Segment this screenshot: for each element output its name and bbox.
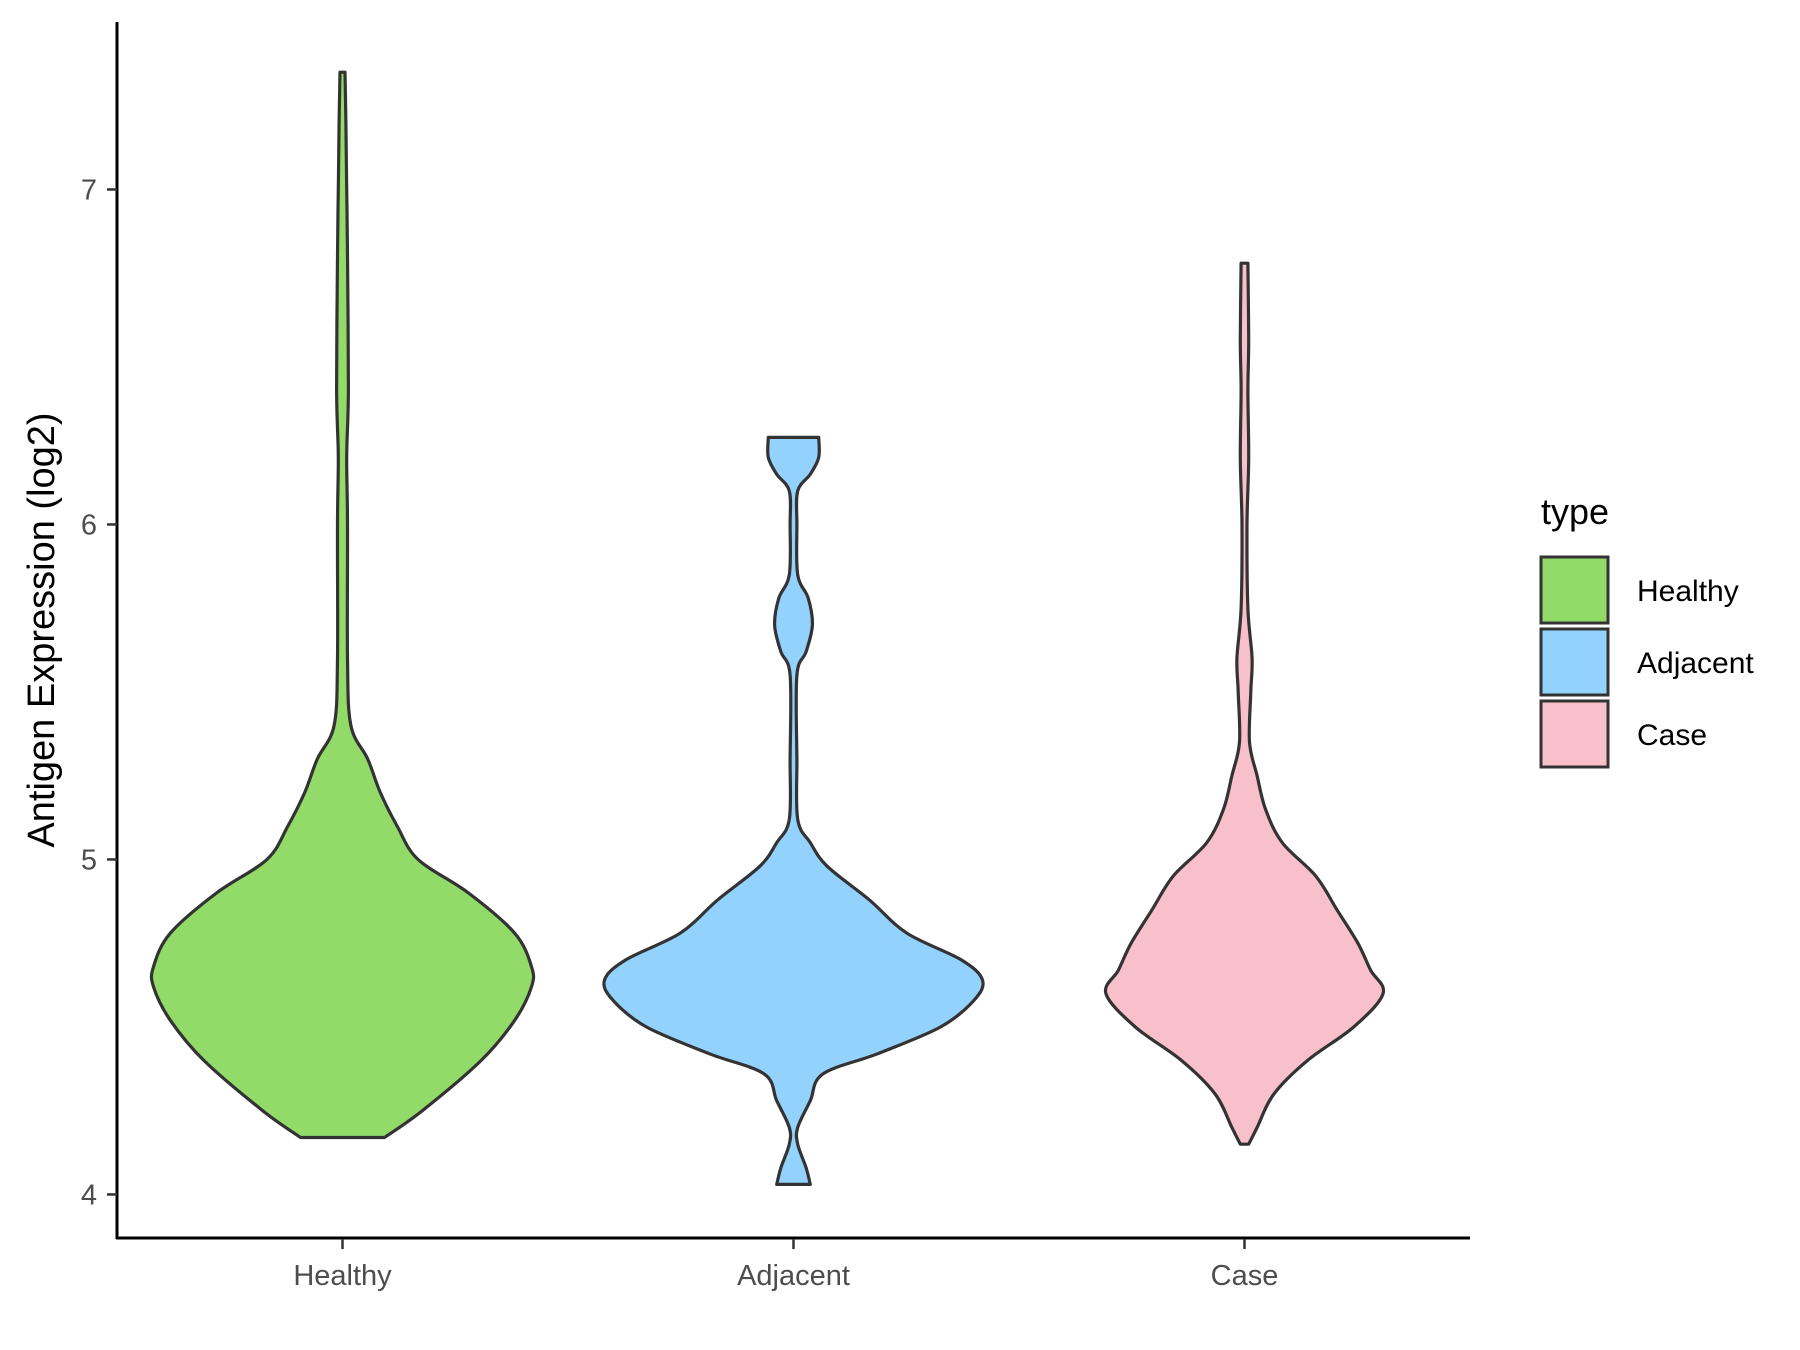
legend-label-case: Case (1637, 719, 1707, 752)
y-ticks: 4 5 6 7 (81, 174, 117, 1211)
legend: type Healthy Adjacent Case (1539, 491, 1754, 769)
legend-label-adjacent: Adjacent (1637, 647, 1754, 680)
x-ticks: Healthy Adjacent Case (293, 1239, 1278, 1292)
legend-title: type (1541, 491, 1609, 532)
violins (149, 70, 1386, 1186)
legend-swatch-case (1539, 699, 1610, 769)
x-tick-label: Case (1211, 1260, 1279, 1292)
y-axis-title: Antigen Expression (log2) (21, 412, 63, 847)
violin-healthy (149, 70, 536, 1140)
y-tick-label: 5 (81, 844, 97, 876)
legend-swatch-healthy (1539, 555, 1610, 625)
y-tick-label: 7 (81, 174, 97, 206)
violin-case (1103, 261, 1386, 1146)
y-tick-label: 6 (81, 509, 97, 541)
legend-swatch-adjacent (1539, 627, 1610, 697)
legend-label-healthy: Healthy (1637, 575, 1739, 608)
violin-adjacent (602, 435, 985, 1186)
y-tick-label: 4 (81, 1179, 97, 1211)
x-tick-label: Adjacent (737, 1260, 850, 1292)
legend-entries: Healthy Adjacent Case (1539, 555, 1754, 769)
x-tick-label: Healthy (293, 1260, 392, 1292)
